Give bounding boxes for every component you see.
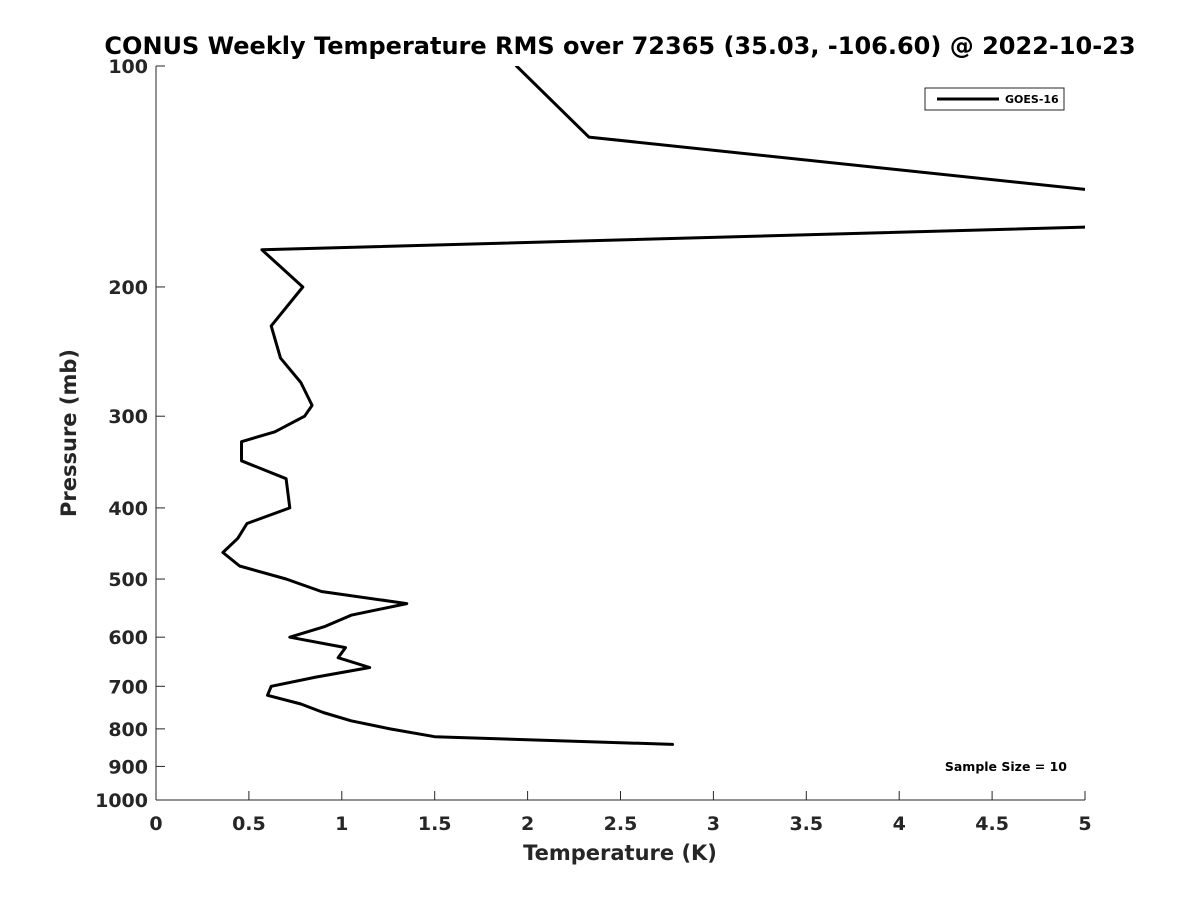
- x-tick-label: 2.5: [604, 813, 638, 835]
- y-tick-label: 500: [108, 569, 148, 591]
- x-tick-label: 4: [893, 813, 906, 835]
- legend-label: GOES-16: [1005, 93, 1059, 106]
- y-tick-label: 600: [108, 627, 148, 649]
- legend: GOES-16: [924, 87, 1065, 111]
- y-tick-label: 700: [108, 676, 148, 698]
- chart-title: CONUS Weekly Temperature RMS over 72365 …: [104, 32, 1135, 60]
- x-tick-label: 1: [335, 813, 348, 835]
- x-tick-label: 2: [521, 813, 534, 835]
- y-tick-label: 100: [108, 56, 148, 78]
- y-tick-label: 200: [108, 277, 148, 299]
- y-tick-label: 1000: [95, 790, 148, 812]
- y-tick-label: 400: [108, 498, 148, 520]
- axes: 0 0.5 1 1.5 2 2.5 3 3.5 4 4.5 5 100 200 300 400 500 600 7…: [95, 56, 1092, 835]
- y-tick-label: 800: [108, 719, 148, 741]
- x-tick-label: 0.5: [232, 813, 266, 835]
- y-tick-label: 300: [108, 406, 148, 428]
- x-tick-label: 3: [707, 813, 720, 835]
- series-layer: [221, 66, 1085, 746]
- series-line-goes-16: [221, 66, 1085, 746]
- y-tick-label: 900: [108, 756, 148, 778]
- x-tick-label: 3.5: [789, 813, 823, 835]
- x-axis-label: Temperature (K): [523, 841, 717, 865]
- x-tick-label: 4.5: [975, 813, 1009, 835]
- sample-size-annotation: Sample Size = 10: [945, 759, 1067, 774]
- x-tick-label: 1.5: [418, 813, 452, 835]
- y-axis-label: Pressure (mb): [57, 349, 81, 517]
- x-tick-label: 5: [1078, 813, 1091, 835]
- x-tick-label: 0: [149, 813, 162, 835]
- annotations: Sample Size = 10: [945, 759, 1067, 774]
